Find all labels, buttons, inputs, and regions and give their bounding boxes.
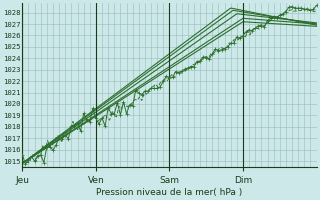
- X-axis label: Pression niveau de la mer( hPa ): Pression niveau de la mer( hPa ): [96, 188, 243, 197]
